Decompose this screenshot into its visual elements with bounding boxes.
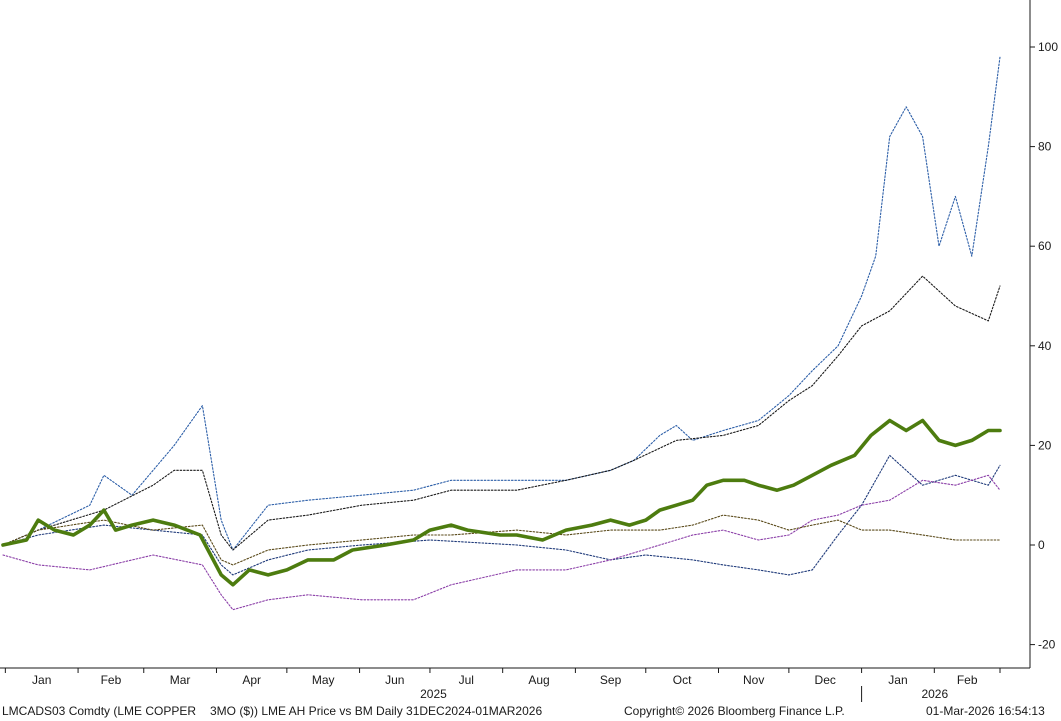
x-month-label: Aug — [528, 673, 549, 687]
series-line-1 — [1, 418, 1002, 587]
y-tick-label: 100 — [1038, 40, 1058, 54]
x-month-label: Feb — [101, 673, 122, 687]
x-month-label: Jun — [385, 673, 404, 687]
x-year-label: 2025 — [420, 687, 447, 701]
y-tick-label: 0 — [1038, 538, 1045, 552]
y-tick-label: 60 — [1038, 239, 1052, 253]
x-month-label: Oct — [673, 673, 692, 687]
x-year-label: 2026 — [921, 687, 948, 701]
series-line-2 — [2, 56, 1001, 551]
series-line-6 — [2, 514, 1001, 566]
series-layer — [1, 56, 1002, 611]
line-chart: -20 0 20 40 60 80 100 Jan Feb Mar Apr May Jun Jul Aug S… — [0, 0, 1058, 702]
footer-description: 3MO ($)) LME AH Price vs BM Daily 31DEC2… — [210, 704, 543, 718]
x-month-label: Dec — [815, 673, 836, 687]
y-tick-label: 40 — [1038, 339, 1052, 353]
x-month-label: Apr — [242, 673, 261, 687]
y-tick-label: 80 — [1038, 140, 1052, 154]
series-line-3 — [2, 275, 1001, 551]
x-month-label: Nov — [743, 673, 764, 687]
chart-footer: LMCADS03 Comdty (LME COPPER 3MO ($)) LME… — [0, 703, 1061, 721]
axis-layer: -20 0 20 40 60 80 100 Jan Feb Mar Apr May Jun Jul Aug S… — [0, 0, 1058, 702]
series-line-5 — [2, 474, 1001, 611]
footer-copyright: Copyright© 2026 Bloomberg Finance L.P. — [624, 704, 845, 718]
x-month-label: Sep — [600, 673, 622, 687]
y-tick-label: -20 — [1038, 638, 1056, 652]
series-line-4 — [2, 454, 1001, 576]
x-month-label: Jan — [888, 673, 907, 687]
x-month-label: Feb — [957, 673, 978, 687]
x-month-label: Jan — [32, 673, 51, 687]
x-month-label: May — [312, 673, 335, 687]
footer-ticker: LMCADS03 Comdty (LME COPPER — [2, 704, 197, 718]
footer-timestamp: 01-Mar-2026 16:54:13 — [926, 704, 1045, 718]
x-month-label: Mar — [170, 673, 191, 687]
x-month-label: Jul — [459, 673, 474, 687]
y-tick-label: 20 — [1038, 438, 1052, 452]
